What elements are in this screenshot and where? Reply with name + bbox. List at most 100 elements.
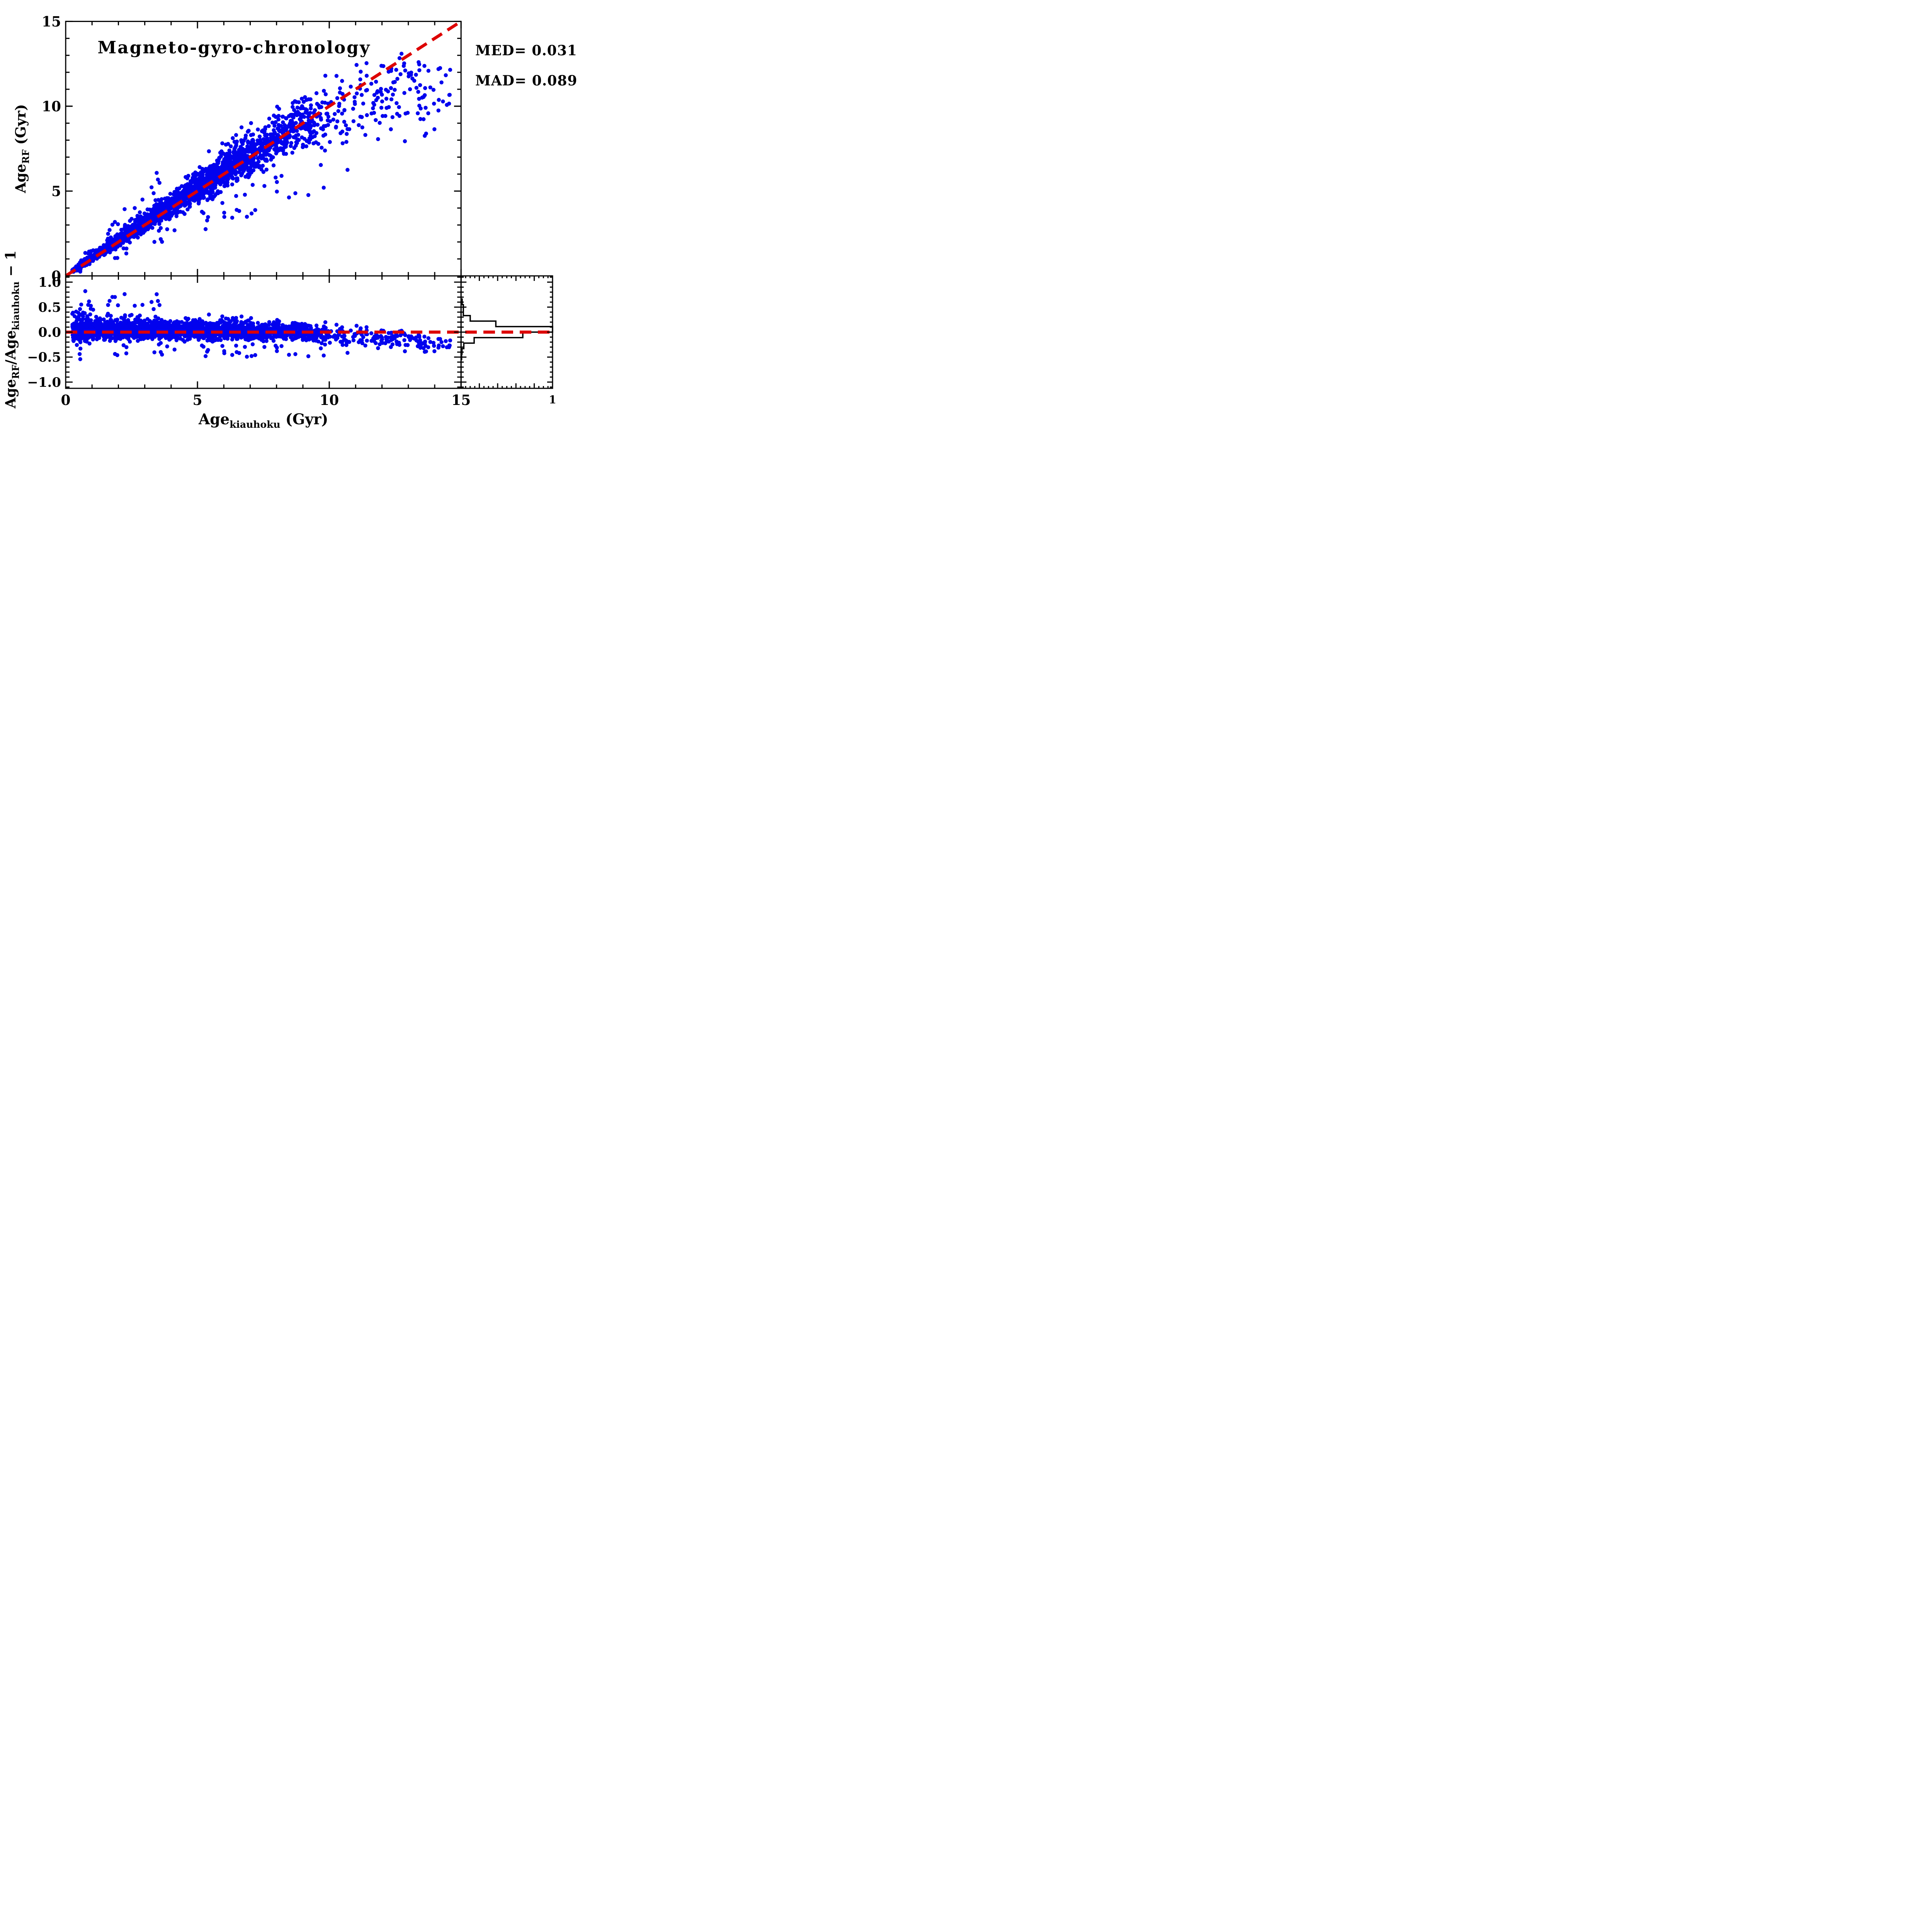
scatter-point bbox=[320, 126, 325, 131]
scatter-point bbox=[361, 101, 366, 106]
scatter-point bbox=[284, 152, 288, 156]
residual-point bbox=[88, 312, 92, 316]
scatter-point bbox=[174, 214, 179, 218]
scatter-point bbox=[289, 144, 293, 148]
scatter-point bbox=[304, 144, 308, 148]
scatter-point bbox=[319, 117, 323, 122]
residual-point bbox=[75, 335, 80, 340]
scatter-point bbox=[214, 169, 218, 173]
residual-point bbox=[79, 303, 83, 307]
scatter-point bbox=[185, 201, 189, 205]
scatter-point bbox=[291, 105, 295, 109]
scatter-point bbox=[364, 73, 369, 78]
scatter-point bbox=[261, 170, 265, 174]
residual-point bbox=[203, 354, 208, 358]
scatter-point bbox=[259, 146, 264, 150]
scatter-point bbox=[403, 139, 407, 143]
scatter-point bbox=[249, 162, 253, 166]
residual-point bbox=[320, 341, 324, 345]
scatter-point bbox=[157, 222, 162, 226]
scatter-point bbox=[308, 111, 313, 115]
residual-point bbox=[243, 345, 247, 349]
scatter-point bbox=[197, 200, 201, 204]
scatter-point bbox=[295, 105, 300, 110]
residual-point bbox=[202, 336, 206, 340]
scatter-point bbox=[296, 110, 300, 114]
residual-point bbox=[184, 316, 188, 320]
scatter-point bbox=[230, 167, 235, 171]
residual-point bbox=[371, 338, 375, 342]
scatter-point bbox=[416, 90, 420, 94]
residual-point bbox=[190, 332, 194, 336]
scatter-point bbox=[249, 211, 254, 216]
scatter-point bbox=[115, 236, 119, 240]
scatter-point bbox=[417, 62, 422, 66]
scatter-point bbox=[397, 105, 401, 109]
scatter-point bbox=[246, 175, 251, 179]
scatter-point bbox=[315, 122, 320, 127]
residual-point bbox=[357, 340, 361, 344]
scatter-point bbox=[323, 148, 327, 153]
scatter-point bbox=[106, 236, 110, 241]
scatter-point bbox=[354, 63, 359, 67]
scatter-point bbox=[274, 175, 278, 180]
scatter-point bbox=[324, 112, 329, 116]
scatter-point bbox=[295, 141, 299, 145]
scatter-point bbox=[207, 170, 211, 174]
scatter-point bbox=[276, 127, 281, 131]
scatter-point bbox=[241, 168, 245, 172]
residual-point bbox=[145, 317, 150, 321]
scatter-point bbox=[185, 207, 190, 212]
residual-point bbox=[91, 308, 95, 312]
scatter-point bbox=[122, 207, 127, 211]
scatter-point bbox=[364, 88, 368, 93]
scatter-point bbox=[260, 163, 265, 168]
scatter-point bbox=[323, 92, 328, 97]
residual-point bbox=[156, 299, 160, 303]
residual-point bbox=[150, 329, 154, 333]
residual-point bbox=[77, 332, 82, 336]
scatter-point bbox=[179, 197, 184, 201]
residual-point bbox=[110, 295, 115, 299]
residual-point bbox=[239, 314, 244, 319]
scatter-point bbox=[417, 97, 421, 101]
scatter-point bbox=[150, 185, 154, 189]
scatter-point bbox=[207, 149, 211, 153]
scatter-point bbox=[344, 123, 348, 128]
residual-point bbox=[351, 338, 356, 342]
scatter-point bbox=[308, 97, 313, 102]
scatter-point bbox=[293, 136, 298, 140]
scatter-point bbox=[291, 101, 295, 105]
residual-point bbox=[150, 300, 154, 304]
scatter-point bbox=[365, 113, 369, 117]
scatter-point bbox=[394, 68, 398, 72]
scatter-point bbox=[374, 118, 378, 122]
scatter-point bbox=[297, 138, 301, 142]
residual-point bbox=[310, 336, 315, 341]
residual-scatter-points bbox=[70, 289, 452, 361]
scatter-point bbox=[335, 119, 340, 124]
residual-point bbox=[116, 303, 120, 308]
scatter-point bbox=[403, 111, 408, 116]
residual-point bbox=[360, 341, 364, 345]
scatter-point bbox=[422, 64, 427, 68]
residual-point bbox=[271, 338, 276, 343]
scatter-point bbox=[390, 115, 395, 119]
scatter-point bbox=[220, 141, 224, 146]
residual-point bbox=[428, 340, 432, 344]
residual-point bbox=[136, 338, 140, 343]
residual-point bbox=[340, 343, 345, 347]
scatter-point bbox=[344, 140, 349, 144]
scatter-point bbox=[230, 182, 235, 187]
scatter-point bbox=[334, 74, 339, 78]
scatter-point bbox=[389, 127, 393, 131]
scatter-point bbox=[432, 102, 436, 106]
scatter-point bbox=[288, 134, 292, 138]
scatter-point bbox=[229, 156, 234, 160]
scatter-point bbox=[235, 208, 239, 212]
residual-point bbox=[293, 352, 298, 356]
scatter-point bbox=[253, 208, 257, 212]
scatter-point bbox=[301, 100, 306, 104]
scatter-point bbox=[272, 113, 276, 118]
scatter-point bbox=[359, 93, 364, 97]
